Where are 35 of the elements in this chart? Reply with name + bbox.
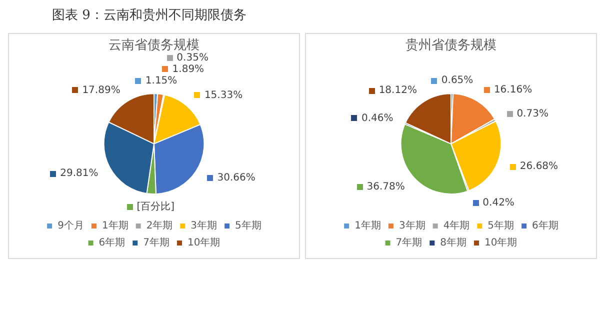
data-label: 30.66% [217,172,256,184]
data-label: 29.81% [60,168,98,180]
legend-label: 10年期 [188,236,220,249]
data-label: 1.15% [145,75,178,86]
data-label: 0.35% [176,52,208,64]
legend-label: 3年期 [398,220,426,232]
data-label: 26.68% [520,161,558,172]
data-label: 1.89% [172,64,204,75]
legend-label: 6年期 [98,236,126,249]
legend-label: 2年期 [146,220,173,232]
data-label: 18.12% [378,85,417,96]
legend-label: 7年期 [143,236,170,249]
data-label: 0.46% [361,112,394,124]
data-label: 17.89% [82,84,120,96]
legend-label: 7年期 [396,236,422,249]
data-label: 0.65% [441,75,474,86]
legend-label: 6年期 [532,220,558,232]
legend-label: 3年期 [190,220,218,232]
legend-label: 9个月 [58,220,84,232]
text: 图表 9：云南和贵州不同期限债务 [52,7,246,24]
data-label: 36.78% [366,182,405,193]
chart-title: 云南省债务规模 [108,38,200,54]
legend-label: 4年期 [443,220,470,232]
data-label: 0.42% [482,198,514,209]
data-label: 15.33% [204,90,243,101]
legend-label: 10年期 [484,236,518,249]
legend-label: 5年期 [488,220,514,232]
legend-label: 5年期 [235,220,262,232]
legend-label: 1年期 [102,220,128,232]
data-label: [百分比] [136,200,175,212]
chart-title: 贵州省债务规模 [406,38,496,54]
legend-label: 8年期 [440,236,467,249]
data-label: 0.73% [516,108,548,120]
legend-label: 1年期 [354,220,381,232]
data-label: 16.16% [494,84,532,96]
